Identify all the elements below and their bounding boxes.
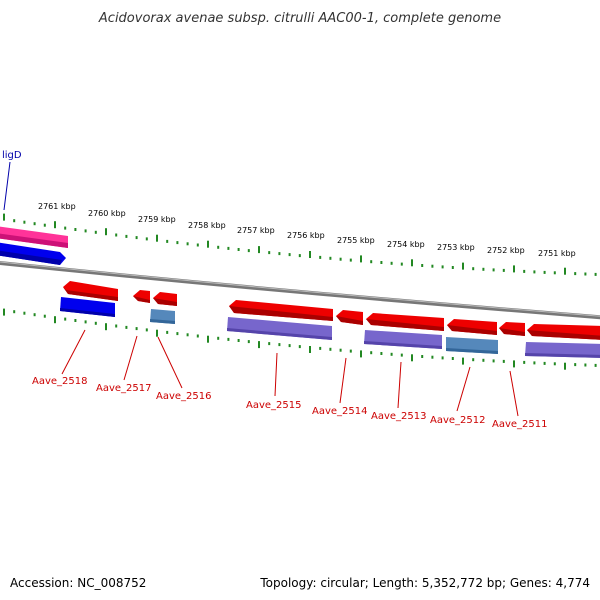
gene-aave-2511-reverse[interactable]: [525, 342, 600, 358]
gene-aave-2518-reverse[interactable]: [60, 297, 115, 317]
gene-aave-2517[interactable]: [133, 290, 150, 303]
genome-backbone-highlight: [0, 261, 600, 317]
gene-aave-2511-forward-a[interactable]: [499, 322, 525, 336]
gene-aave-2515-reverse[interactable]: [227, 317, 332, 340]
kbp-label: 2754 kbp: [387, 240, 425, 249]
ligD-leader: [3, 161, 11, 211]
gene-label-aave-2517[interactable]: Aave_2517: [96, 383, 152, 394]
kbp-label: 2760 kbp: [88, 209, 126, 218]
kbp-label: 2757 kbp: [237, 226, 275, 235]
gene-label-aave-2514[interactable]: Aave_2514: [312, 406, 368, 417]
kbp-label: 2751 kbp: [538, 249, 576, 258]
reverse-strand: [60, 297, 600, 358]
kbp-label: 2755 kbp: [337, 236, 375, 245]
kbp-label: 2759 kbp: [138, 215, 176, 224]
gene-aave-2518-forward[interactable]: [63, 281, 118, 301]
kbp-scale: 2761 kbp 2760 kbp 2759 kbp 2758 kbp 2757…: [38, 202, 576, 258]
gene-aave-2512-reverse[interactable]: [446, 337, 498, 354]
gene-aave-2513-forward[interactable]: [366, 313, 444, 331]
accession-label: Accession: NC_008752: [10, 576, 146, 590]
gene-label-aave-2518[interactable]: Aave_2518: [32, 376, 88, 387]
kbp-label: 2753 kbp: [437, 243, 475, 252]
gene-aave-2516-reverse[interactable]: [150, 309, 175, 324]
gene-labels: Aave_2518 Aave_2517 Aave_2516 Aave_2515 …: [32, 376, 548, 430]
gene-label-aave-2515[interactable]: Aave_2515: [246, 400, 302, 411]
genome-summary: Topology: circular; Length: 5,352,772 bp…: [259, 576, 590, 590]
upper-tick-ruler: [3, 213, 597, 276]
gene-label-aave-2513[interactable]: Aave_2513: [371, 411, 427, 422]
ligD-pink-feature-shade: [0, 233, 68, 248]
gene-aave-2513-reverse[interactable]: [364, 330, 442, 349]
forward-strand: [63, 281, 600, 340]
kbp-label: 2752 kbp: [487, 246, 525, 255]
gene-aave-2511-forward-b[interactable]: [527, 324, 600, 340]
gene-label-leaders: [61, 329, 519, 417]
ligD-label[interactable]: ligD: [2, 150, 22, 161]
kbp-label: 2761 kbp: [38, 202, 76, 211]
ligD-blue-feature-shade: [0, 250, 62, 265]
gene-aave-2512-forward[interactable]: [447, 319, 497, 335]
gene-aave-2516-forward[interactable]: [153, 292, 177, 306]
gene-aave-2515[interactable]: [229, 300, 333, 321]
gene-label-aave-2512[interactable]: Aave_2512: [430, 415, 486, 426]
gene-label-aave-2516[interactable]: Aave_2516: [156, 391, 212, 402]
kbp-label: 2756 kbp: [287, 231, 325, 240]
gene-label-aave-2511[interactable]: Aave_2511: [492, 419, 548, 430]
gene-aave-2514[interactable]: [336, 310, 363, 325]
lower-tick-ruler: [3, 308, 597, 370]
kbp-label: 2758 kbp: [188, 221, 226, 230]
genome-title: Acidovorax avenae subsp. citrulli AAC00-…: [98, 11, 501, 26]
genome-backbone: [0, 261, 600, 320]
